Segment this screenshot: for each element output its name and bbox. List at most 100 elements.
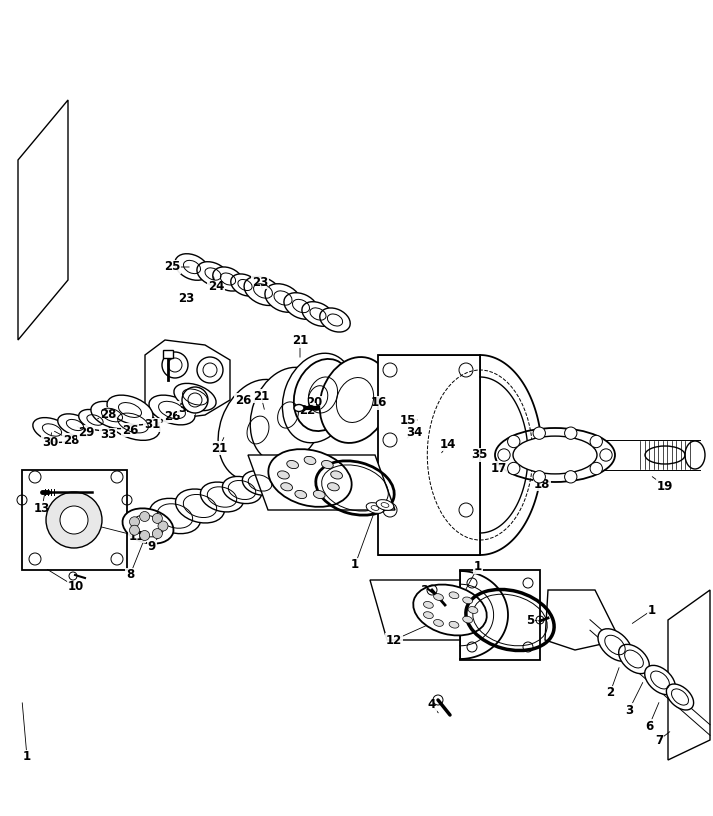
Text: 10: 10 [68, 580, 84, 593]
Text: 30: 30 [42, 436, 58, 449]
Text: 24: 24 [207, 281, 224, 294]
Ellipse shape [200, 482, 244, 512]
Ellipse shape [449, 621, 459, 628]
Circle shape [533, 471, 545, 483]
Text: 35: 35 [471, 449, 487, 462]
Ellipse shape [319, 357, 390, 443]
Ellipse shape [319, 308, 350, 332]
Ellipse shape [302, 302, 334, 326]
Text: 28: 28 [63, 433, 79, 446]
Ellipse shape [78, 410, 111, 431]
Ellipse shape [434, 594, 443, 601]
Circle shape [46, 492, 102, 548]
Ellipse shape [449, 592, 459, 599]
Ellipse shape [222, 477, 262, 503]
Ellipse shape [463, 597, 473, 604]
Ellipse shape [434, 619, 443, 627]
Text: 6: 6 [645, 720, 653, 733]
Ellipse shape [645, 446, 685, 464]
Text: 26: 26 [235, 393, 251, 406]
Ellipse shape [106, 406, 160, 441]
Ellipse shape [242, 471, 277, 495]
Text: 21: 21 [292, 335, 308, 348]
Ellipse shape [231, 274, 260, 296]
Text: 34: 34 [406, 425, 422, 438]
Ellipse shape [125, 510, 172, 543]
Ellipse shape [322, 460, 333, 468]
Circle shape [182, 387, 208, 413]
Ellipse shape [463, 616, 473, 623]
Ellipse shape [645, 665, 675, 694]
Circle shape [197, 357, 223, 383]
Text: 18: 18 [534, 477, 550, 490]
Text: 8: 8 [126, 569, 134, 582]
Ellipse shape [685, 441, 705, 469]
Circle shape [533, 427, 545, 439]
Text: 16: 16 [371, 397, 387, 410]
Ellipse shape [284, 293, 318, 319]
Circle shape [600, 449, 612, 461]
Text: 36: 36 [420, 583, 436, 596]
Ellipse shape [598, 629, 632, 661]
Text: 19: 19 [657, 480, 673, 493]
Ellipse shape [244, 277, 282, 305]
Text: 26: 26 [122, 424, 138, 437]
Text: 26: 26 [185, 392, 201, 405]
Ellipse shape [513, 436, 597, 474]
Ellipse shape [265, 284, 301, 313]
Text: 23: 23 [178, 292, 194, 305]
Circle shape [508, 463, 520, 475]
Text: 14: 14 [440, 437, 456, 450]
Ellipse shape [175, 254, 209, 280]
Polygon shape [545, 590, 620, 650]
Text: 11: 11 [129, 530, 145, 543]
Circle shape [158, 521, 168, 531]
Ellipse shape [376, 499, 394, 510]
Ellipse shape [304, 456, 316, 464]
Text: 5: 5 [526, 614, 534, 628]
Text: 23: 23 [252, 276, 268, 289]
Ellipse shape [331, 471, 342, 479]
Text: 22: 22 [299, 403, 315, 416]
Ellipse shape [175, 489, 225, 523]
Text: 25: 25 [164, 260, 180, 273]
Ellipse shape [250, 367, 326, 463]
Text: 21: 21 [253, 389, 269, 402]
Ellipse shape [424, 612, 434, 619]
Circle shape [498, 449, 511, 461]
Circle shape [130, 526, 140, 535]
Ellipse shape [414, 584, 487, 636]
Circle shape [565, 471, 577, 483]
Ellipse shape [150, 499, 200, 534]
Ellipse shape [218, 379, 298, 481]
Ellipse shape [313, 490, 325, 499]
Circle shape [590, 463, 602, 475]
Text: 2: 2 [606, 686, 614, 699]
Polygon shape [460, 570, 540, 660]
Text: 3: 3 [625, 703, 633, 716]
Ellipse shape [294, 359, 352, 431]
Text: 27: 27 [164, 365, 180, 378]
Text: 33: 33 [100, 428, 116, 441]
Polygon shape [378, 355, 480, 555]
Circle shape [508, 436, 520, 448]
Circle shape [162, 352, 188, 378]
Text: 9: 9 [148, 540, 156, 553]
Ellipse shape [212, 267, 243, 291]
Ellipse shape [268, 449, 352, 507]
Text: 1: 1 [351, 558, 359, 571]
Text: 17: 17 [491, 462, 507, 474]
Ellipse shape [295, 490, 307, 499]
Polygon shape [248, 455, 395, 510]
Text: 4: 4 [428, 698, 436, 712]
Ellipse shape [667, 684, 694, 710]
Text: 15: 15 [400, 414, 416, 427]
Circle shape [153, 513, 163, 523]
FancyBboxPatch shape [22, 470, 127, 570]
Circle shape [60, 506, 88, 534]
Polygon shape [145, 340, 230, 420]
Circle shape [565, 427, 577, 439]
Ellipse shape [424, 601, 434, 608]
Ellipse shape [619, 645, 650, 674]
Circle shape [130, 517, 140, 527]
